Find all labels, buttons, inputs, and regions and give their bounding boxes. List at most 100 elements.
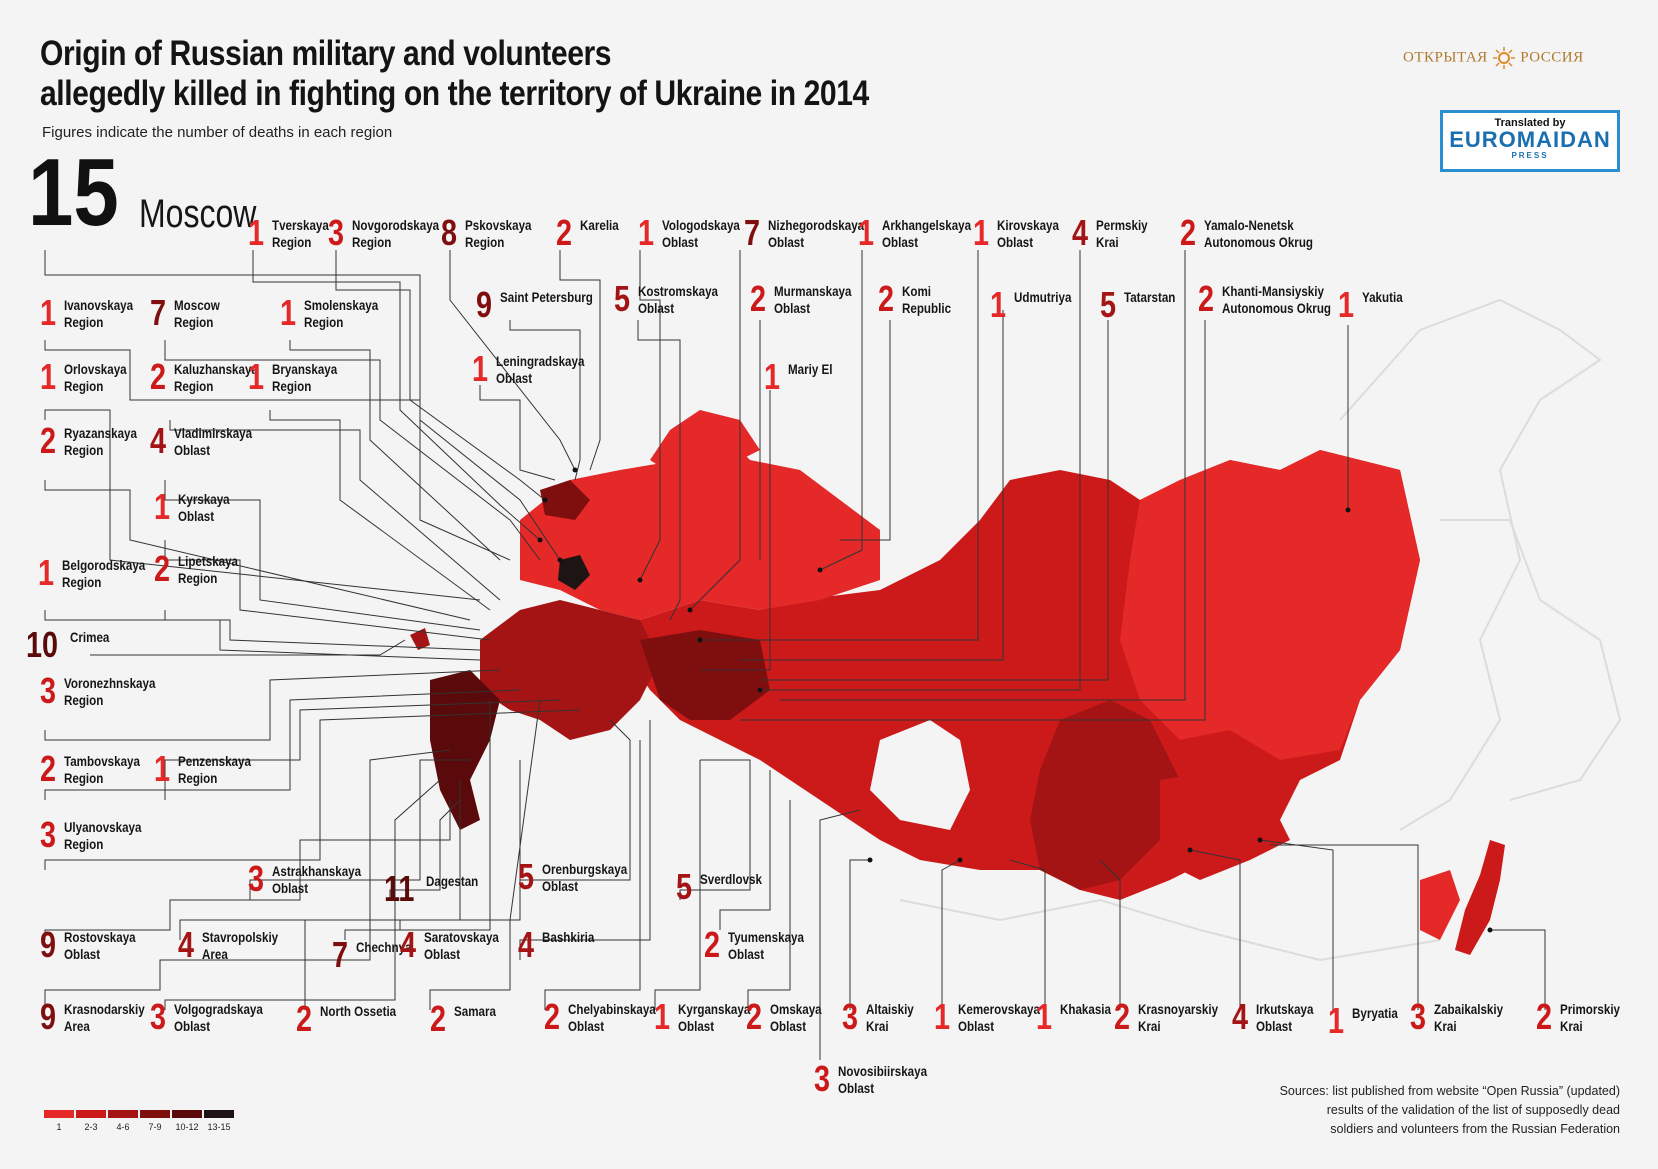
label-astrakhanskaya: 3 Astrakhanskaya Oblast — [248, 861, 376, 897]
title-line-1: Origin of Russian military and volunteer… — [40, 34, 612, 73]
count-crimea: 10 — [26, 624, 59, 665]
label-komi: 2 Komi Republic — [878, 281, 959, 317]
count-dagestan: 11 — [384, 868, 415, 909]
count-omskaya: 2 — [746, 996, 763, 1037]
name-irkutskaya: Irkutskaya Oblast — [1256, 1002, 1314, 1034]
count-bashkiria: 4 — [518, 924, 535, 965]
count-orlovskaya: 1 — [40, 356, 57, 397]
name-udmurtiya: Udmutriya — [1014, 290, 1072, 305]
count-nizhegorodskaya: 7 — [744, 212, 761, 253]
volga-region — [640, 630, 770, 720]
name-kirovskaya: Kirovskaya Oblast — [997, 218, 1060, 250]
name-vologodskaya: Vologodskaya Oblast — [662, 218, 740, 250]
name-komi: Komi Republic — [902, 284, 952, 316]
central-russia — [480, 600, 660, 740]
label-lipetskaya: 2 Lipetskaya Region — [154, 551, 248, 587]
label-volgogradskaya: 3 Volgogradskaya Oblast — [150, 999, 277, 1035]
name-yakutia: Yakutia — [1362, 290, 1403, 305]
irkutsk-shape — [1160, 770, 1290, 880]
legend-label: 7-9 — [148, 1122, 162, 1132]
kola-peninsula — [650, 410, 760, 480]
sources-line-2: results of the validation of the list of… — [1326, 1103, 1620, 1117]
name-khanti: Khanti-Mansiyskiy Autonomous Okrug — [1222, 284, 1332, 316]
kazakhstan-gap — [870, 720, 970, 830]
legend-item-6: 13-15 — [204, 1110, 234, 1132]
label-altaiskiy: 3 Altaiskiy Krai — [842, 999, 922, 1035]
open-russia-logo: ОТКРЫТАЯ РОССИЯ — [1403, 46, 1584, 70]
leader-dots — [537, 467, 1493, 933]
count-irkutskaya: 4 — [1232, 996, 1249, 1037]
name-tverskaya: Tverskaya Region — [272, 218, 329, 250]
name-tyumenskaya: Tyumenskaya Oblast — [728, 930, 804, 962]
name-krasnoyarskiy: Krasnoyarskiy Krai — [1138, 1002, 1219, 1034]
sources-line-1: Sources: list published from website “Op… — [1279, 1084, 1620, 1098]
legend-swatch — [204, 1110, 234, 1118]
label-kemerovskaya: 1 Kemerovskaya Oblast — [934, 999, 1053, 1035]
count-vladimirskaya: 4 — [150, 420, 167, 461]
label-bryanskaya: 1 Bryanskaya Region — [248, 356, 348, 397]
name-tambovskaya: Tambovskaya Region — [64, 754, 140, 786]
label-smolenskaya: 1 Smolenskaya Region — [280, 295, 390, 331]
label-kirovskaya: 1 Kirovskaya Oblast — [973, 215, 1069, 251]
crimea-shape — [410, 628, 430, 650]
count-orenburgskaya: 5 — [518, 856, 535, 897]
count-arkhangelskaya: 1 — [858, 212, 875, 253]
name-kaluzhanskaya: Kaluzhanskaya Region — [174, 362, 258, 394]
label-tyumenskaya: 2 Tyumenskaya Oblast — [704, 927, 816, 963]
name-orlovskaya: Orlovskaya Region — [64, 362, 127, 394]
count-krasnoyarskiy: 2 — [1114, 996, 1131, 1037]
label-leningradskaya: 1 Leningradskaya Oblast — [472, 351, 599, 387]
label-nizhegorodskaya: 7 Nizhegorodskaya Oblast — [744, 212, 880, 253]
name-astrakhanskaya: Astrakhanskaya Oblast — [272, 864, 362, 896]
count-mariy: 1 — [764, 356, 781, 397]
name-voronezh: Voronezhnskaya Region — [64, 676, 156, 708]
label-moscow: 15 Moscow — [28, 145, 285, 241]
count-kyrganskaya: 1 — [654, 996, 671, 1037]
name-leningradskaya: Leningradskaya Oblast — [496, 354, 585, 386]
label-krasnodarskiy: 9 Krasnodarskiy Area — [40, 999, 158, 1035]
count-khakasia: 1 — [1036, 996, 1053, 1037]
label-irkutskaya: 4 Irkutskaya Oblast — [1232, 996, 1323, 1037]
count-pskovskaya: 8 — [441, 212, 458, 253]
name-north-ossetia: North Ossetia — [320, 1004, 397, 1019]
name-bashkiria: Bashkiria — [542, 930, 595, 945]
label-vologodskaya: 1 Vologodskaya Oblast — [638, 215, 753, 251]
map-subtitle: Figures indicate the number of deaths in… — [42, 124, 393, 141]
ural-west-shape — [520, 430, 880, 620]
name-crimea: Crimea — [70, 630, 110, 645]
legend-swatch — [172, 1110, 202, 1118]
legend-item-1: 1 — [44, 1110, 74, 1132]
count-spb: 9 — [476, 284, 493, 325]
label-ivanovskaya: 1 Ivanovskaya Region — [40, 292, 144, 333]
count-saratovskaya: 4 — [400, 924, 417, 965]
legend-label: 10-12 — [175, 1122, 199, 1132]
name-omskaya: Omskaya Oblast — [770, 1002, 822, 1034]
name-moscow-region: Moscow Region — [174, 298, 220, 330]
count-khanti: 2 — [1198, 278, 1215, 319]
label-rostovskaya: 9 Rostovskaya Oblast — [40, 927, 147, 963]
name-rostovskaya: Rostovskaya Oblast — [64, 930, 136, 962]
count-belgorodskaya: 1 — [38, 552, 55, 593]
brand-right-text: РОССИЯ — [1520, 49, 1584, 66]
label-karelia: 2 Karelia — [556, 212, 625, 253]
count-bryanskaya: 1 — [248, 356, 265, 397]
name-bryanskaya: Bryanskaya Region — [272, 362, 338, 394]
name-khakasia: Khakasia — [1060, 1002, 1112, 1017]
name-byryatia: Byryatia — [1352, 1006, 1398, 1021]
label-voronezh: 3 Voronezhnskaya Region — [40, 673, 170, 709]
count-karelia: 2 — [556, 212, 573, 253]
count-ivanovskaya: 1 — [40, 292, 57, 333]
spb-area — [540, 480, 590, 520]
label-dagestan: 11 Dagestan — [384, 868, 487, 909]
name-kemerovskaya: Kemerovskaya Oblast — [958, 1002, 1041, 1034]
badge-line-1: Translated by — [1494, 117, 1566, 129]
name-stavropolskiy: Stavropolskiy Area — [202, 930, 279, 962]
label-orenburgskaya: 5 Orenburgskaya Oblast — [518, 856, 641, 897]
name-novgorodskaya: Novgorodskaya Region — [352, 218, 440, 250]
name-primorskiy: Primorskiy Krai — [1560, 1002, 1621, 1034]
count-tverskaya: 1 — [248, 212, 265, 253]
label-yakutia: 1 Yakutia — [1338, 287, 1409, 323]
name-saratovskaya: Saratovskaya Oblast — [424, 930, 499, 962]
count-chelyabinskaya: 2 — [544, 996, 561, 1037]
